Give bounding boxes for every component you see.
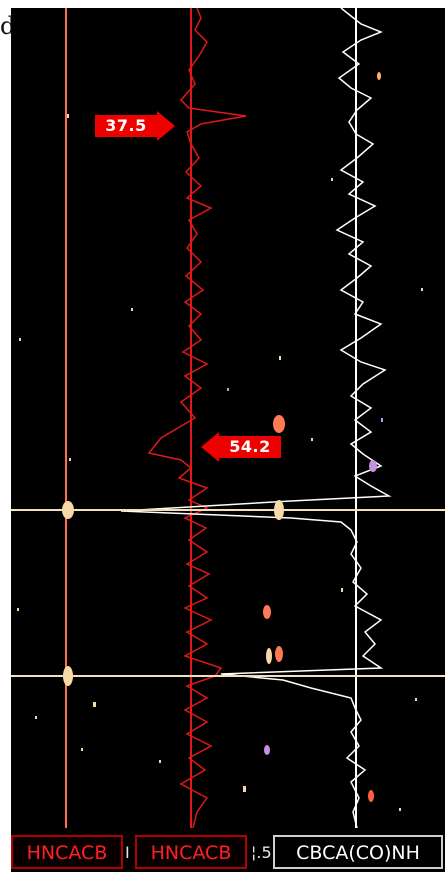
peak-salmon-1[interactable] bbox=[273, 415, 285, 433]
tab-separator: I bbox=[125, 843, 130, 862]
peak-purple-2[interactable] bbox=[264, 745, 270, 755]
hncacb-1d-trace bbox=[147, 8, 247, 828]
peak-cross-left-upper[interactable] bbox=[62, 501, 74, 519]
peak-orange-1[interactable] bbox=[377, 72, 381, 80]
arrow-left-icon bbox=[201, 432, 219, 462]
peak-cross-left-lower[interactable] bbox=[63, 666, 73, 686]
peak-marker-37-5[interactable]: 37.5 bbox=[95, 111, 175, 141]
peak-marker-label: 54.2 bbox=[219, 436, 281, 458]
cbcaconh-1d-trace bbox=[120, 8, 392, 828]
peak-purple-1[interactable] bbox=[369, 460, 377, 472]
strip-tab-bar: HNCACB I HNCACB ¦.5 CBCA(CO)NH bbox=[11, 828, 445, 872]
peak-salmon-2[interactable] bbox=[263, 605, 271, 619]
peak-salmon-3[interactable] bbox=[275, 646, 283, 662]
peak-marker-label: 37.5 bbox=[95, 115, 157, 137]
tab-cbcaconh[interactable]: CBCA(CO)NH bbox=[273, 835, 443, 869]
peak-cross-right-upper[interactable] bbox=[274, 500, 284, 520]
tab-separator: ¦.5 bbox=[251, 843, 272, 862]
peak-marker-54-2[interactable]: 54.2 bbox=[201, 432, 283, 462]
tab-hncacb-2[interactable]: HNCACB bbox=[135, 835, 247, 869]
noise-specks bbox=[17, 114, 423, 811]
tab-hncacb-1[interactable]: HNCACB bbox=[11, 835, 123, 869]
spectrum-canvas[interactable] bbox=[11, 8, 445, 828]
peak-orange-2[interactable] bbox=[368, 790, 374, 802]
spectrum-strip-viewer[interactable]: 37.5 54.2 HNCACB I HNCACB ¦.5 CBCA(CO)NH bbox=[11, 8, 445, 872]
peak-salmon-4[interactable] bbox=[266, 648, 272, 664]
arrow-right-icon bbox=[157, 111, 175, 141]
